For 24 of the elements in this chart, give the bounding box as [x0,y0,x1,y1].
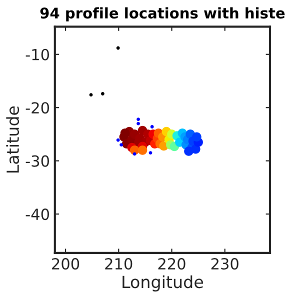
y-tick-label: -20 [26,102,50,114]
point [116,46,120,50]
point [150,125,154,128]
point [138,146,148,155]
x-tick-label: 220 [158,258,186,270]
point [184,146,194,156]
x-tick-label: 200 [52,258,80,270]
point [136,118,140,122]
y-tick-label: -40 [26,208,50,220]
point [132,152,136,156]
y-axis-title: Latitude [6,106,20,172]
point [192,132,202,142]
y-tick-label: -30 [26,155,50,167]
chart-title: 94 profile locations with histe [40,7,285,22]
point [89,93,93,97]
point [116,138,120,142]
point [101,92,104,96]
y-tick-label: -10 [26,48,50,60]
x-axis-title: Longitude [122,275,204,292]
point [120,143,123,147]
x-tick-label: 230 [211,258,238,270]
point [136,122,140,126]
point [148,151,152,155]
x-tick-label: 210 [105,258,132,270]
